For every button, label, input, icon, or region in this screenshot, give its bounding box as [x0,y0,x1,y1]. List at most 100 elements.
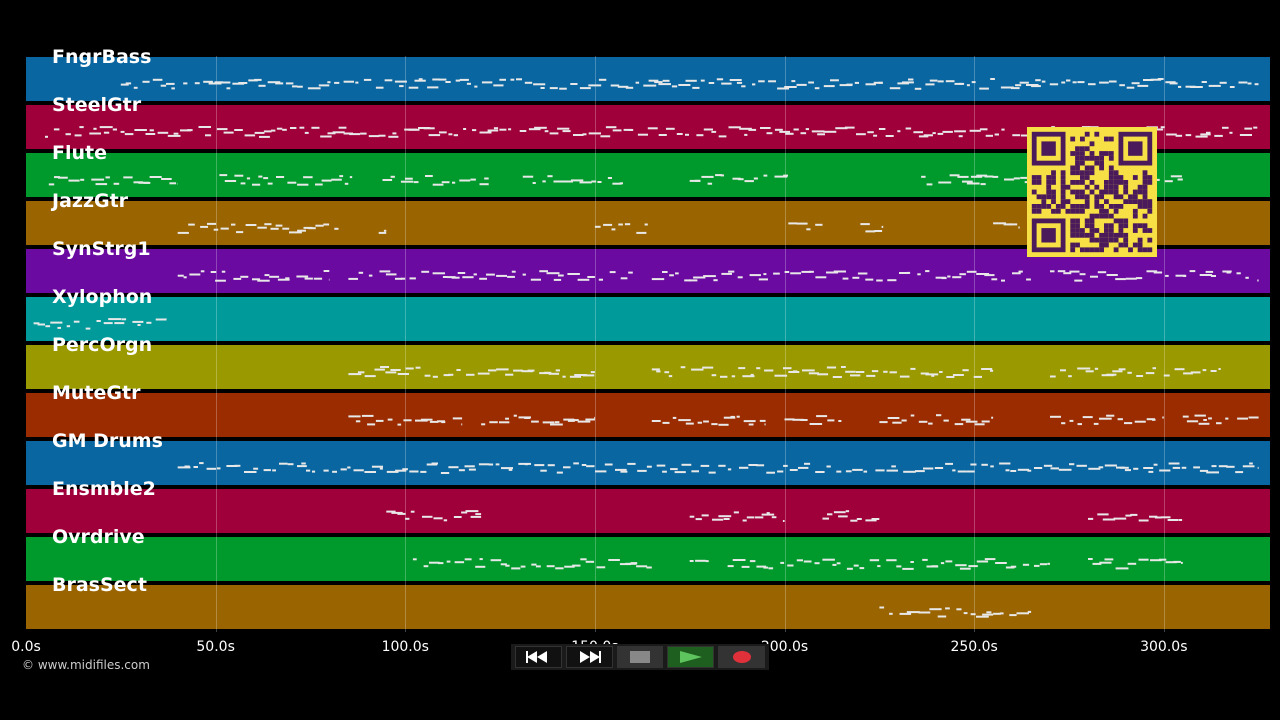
note-bar [865,230,876,233]
note-bar [1152,367,1156,370]
note-bar [984,175,994,178]
note-bar [1061,422,1066,425]
note-bar [718,423,729,426]
note-bar [780,561,785,564]
note-bar [453,134,458,137]
note-bar [1001,279,1005,282]
note-bar [701,175,714,178]
note-bar [1109,80,1117,83]
note-bar [792,370,798,373]
track-label: PercOrgn [52,334,153,356]
note-bar [934,467,944,469]
note-bar [448,133,453,136]
note-bar [768,80,776,83]
note-bar [970,613,976,616]
note-bar [859,567,865,570]
rewind-button[interactable] [515,646,562,668]
note-bar [814,87,820,90]
note-bar [307,87,321,90]
note-bar [334,227,339,230]
play-button[interactable] [667,646,715,668]
note-bar [901,419,907,422]
note-bar [313,277,323,280]
stop-button[interactable] [616,646,664,668]
note-bar [355,420,361,423]
note-bar [863,470,868,473]
note-bar [579,181,592,184]
note-bar [505,417,509,420]
note-bar [577,278,590,281]
note-bar [277,278,290,281]
record-button[interactable] [718,646,765,668]
note-bar [721,82,732,85]
note-bar [496,274,507,277]
note-bar [304,277,313,280]
note-bar [466,82,471,85]
note-bar [386,470,399,473]
fast-forward-button[interactable] [565,646,613,668]
note-bar [364,375,376,378]
note-bar [549,87,558,90]
qr-module [1128,199,1133,205]
note-bar [1205,270,1214,273]
qr-module [1099,155,1105,161]
qr-module [1031,204,1037,209]
qr-module [1123,242,1129,248]
track-label: Ensmble2 [52,478,156,500]
note-bar [624,223,631,226]
note-bar [937,615,947,618]
note-bar [1177,178,1183,181]
note-bar [588,132,601,135]
note-bar [464,558,472,561]
note-bar [1183,275,1187,277]
note-bar [586,465,595,468]
qr-module [1075,194,1080,200]
qr-module [1036,175,1042,180]
note-bar [636,231,647,234]
qr-module [1051,189,1056,195]
note-bar [871,370,879,373]
note-bar [718,464,726,467]
note-bar [475,513,482,516]
note-bar [219,174,228,177]
note-bar [1148,470,1154,473]
note-bar [187,129,193,132]
qr-finder [1128,141,1143,156]
note-bar [429,561,440,564]
note-bar [1136,277,1143,280]
note-bar [1143,467,1154,469]
qr-module [1075,151,1080,156]
note-bar [68,179,80,182]
note-bar [648,79,659,82]
note-bar [379,270,391,273]
note-bar [443,519,448,522]
note-bar [800,132,807,135]
note-bar [619,182,623,185]
note-bar [120,83,129,86]
note-bar [680,366,686,369]
qr-module [1080,175,1085,180]
note-bar [931,565,938,568]
qr-module [1080,204,1085,209]
qr-module [1147,208,1153,214]
note-bar [1183,372,1193,375]
note-bar [397,373,409,375]
note-bar [902,81,914,84]
note-bar [533,83,546,86]
qr-module [1137,237,1143,243]
note-bar [832,563,837,566]
note-bar [801,270,811,273]
qr-module [1080,160,1085,166]
note-bar [558,274,564,277]
note-bar [669,274,674,277]
note-bar [670,468,678,471]
note-bar [458,469,465,472]
note-bar [1150,559,1162,562]
note-bar [285,82,294,85]
note-bar [1236,272,1241,275]
note-bar [315,224,324,227]
note-bar [979,128,988,131]
note-bar [327,81,331,84]
note-bar [984,274,995,277]
note-bar [668,375,673,378]
